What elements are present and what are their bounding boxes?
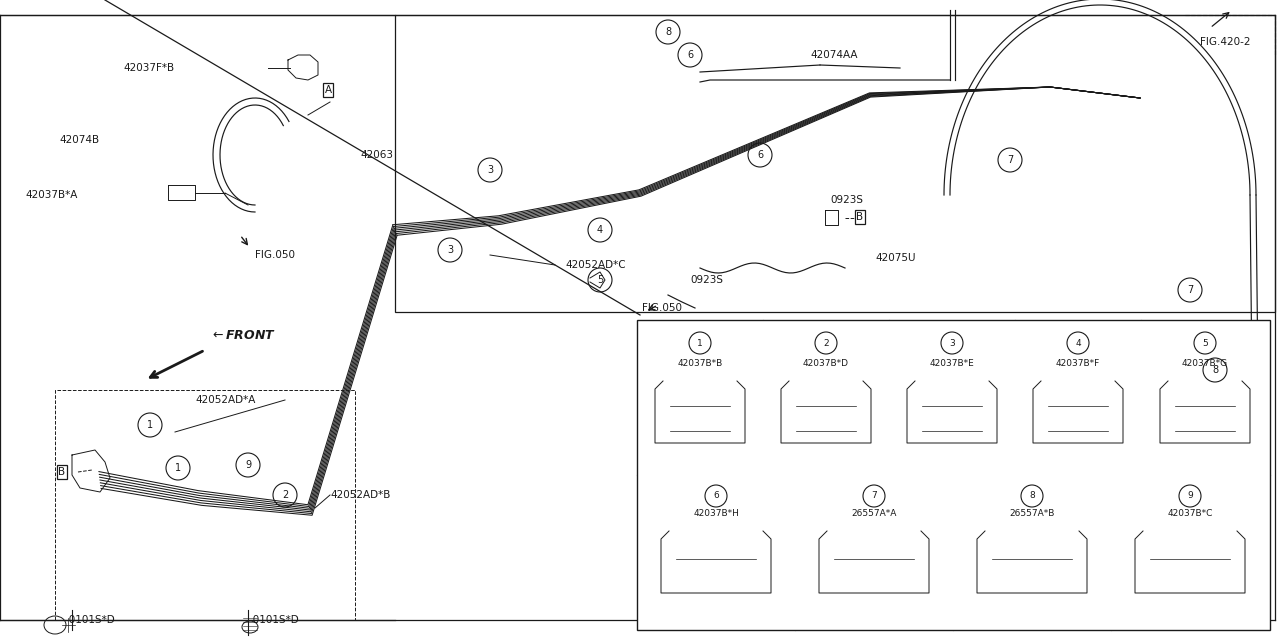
Text: 8: 8 — [1212, 365, 1219, 375]
Text: 42037B*B: 42037B*B — [677, 358, 723, 367]
Text: 1: 1 — [147, 420, 154, 430]
Text: 42075U: 42075U — [876, 253, 915, 263]
Text: 6: 6 — [756, 150, 763, 160]
Text: 9: 9 — [1187, 492, 1193, 500]
Bar — [637, 320, 1270, 630]
Text: 3: 3 — [447, 245, 453, 255]
Text: 26557A*B: 26557A*B — [1010, 509, 1055, 518]
Text: 6: 6 — [713, 492, 719, 500]
Bar — [55, 390, 355, 620]
Text: -0101S*D: -0101S*D — [65, 615, 115, 625]
Text: 42052AD*B: 42052AD*B — [330, 490, 390, 500]
Text: 42037B*G: 42037B*G — [1181, 358, 1228, 367]
Text: -0101S*D: -0101S*D — [250, 615, 300, 625]
Text: 1: 1 — [175, 463, 180, 473]
Text: 42037B*C: 42037B*C — [1167, 509, 1212, 518]
Text: 4: 4 — [596, 225, 603, 235]
Text: 42037B*A: 42037B*A — [26, 190, 78, 200]
Text: 6: 6 — [687, 50, 692, 60]
Text: 4: 4 — [1075, 339, 1080, 348]
Text: 0923S: 0923S — [690, 275, 723, 285]
Text: 5: 5 — [596, 275, 603, 285]
Text: B: B — [856, 212, 864, 222]
Text: 5: 5 — [1202, 339, 1208, 348]
Text: 3: 3 — [950, 339, 955, 348]
Text: 42074AA: 42074AA — [810, 50, 858, 60]
Text: 42052AD*C: 42052AD*C — [564, 260, 626, 270]
Text: 42074B: 42074B — [60, 135, 100, 145]
Text: B: B — [59, 467, 65, 477]
Text: FIG.420-2: FIG.420-2 — [1201, 37, 1251, 47]
Text: A: A — [324, 85, 332, 95]
Text: 7: 7 — [872, 492, 877, 500]
Text: 42037F*B: 42037F*B — [124, 63, 175, 73]
Text: 9: 9 — [244, 460, 251, 470]
Text: 42037B*E: 42037B*E — [929, 358, 974, 367]
Text: 26557A*A: 26557A*A — [851, 509, 897, 518]
Text: A420001759: A420001759 — [1196, 619, 1270, 632]
Text: $\leftarrow$FRONT: $\leftarrow$FRONT — [210, 329, 276, 342]
Text: 1: 1 — [698, 339, 703, 348]
Bar — [396, 15, 1275, 312]
Text: FIG.050: FIG.050 — [255, 250, 294, 260]
Text: 2: 2 — [282, 490, 288, 500]
Text: 42063: 42063 — [360, 150, 393, 160]
Text: 42037B*D: 42037B*D — [803, 358, 849, 367]
Text: 7: 7 — [1187, 285, 1193, 295]
Text: 3: 3 — [486, 165, 493, 175]
Text: 42037B*H: 42037B*H — [692, 509, 739, 518]
Text: 42052AD*A: 42052AD*A — [195, 395, 256, 405]
Text: FIG.050: FIG.050 — [643, 303, 682, 313]
Text: 7: 7 — [1007, 155, 1014, 165]
Text: 0923S: 0923S — [829, 195, 863, 205]
Text: 8: 8 — [1029, 492, 1034, 500]
Text: 8: 8 — [664, 27, 671, 37]
Text: 42037B*F: 42037B*F — [1056, 358, 1100, 367]
Text: 2: 2 — [823, 339, 829, 348]
